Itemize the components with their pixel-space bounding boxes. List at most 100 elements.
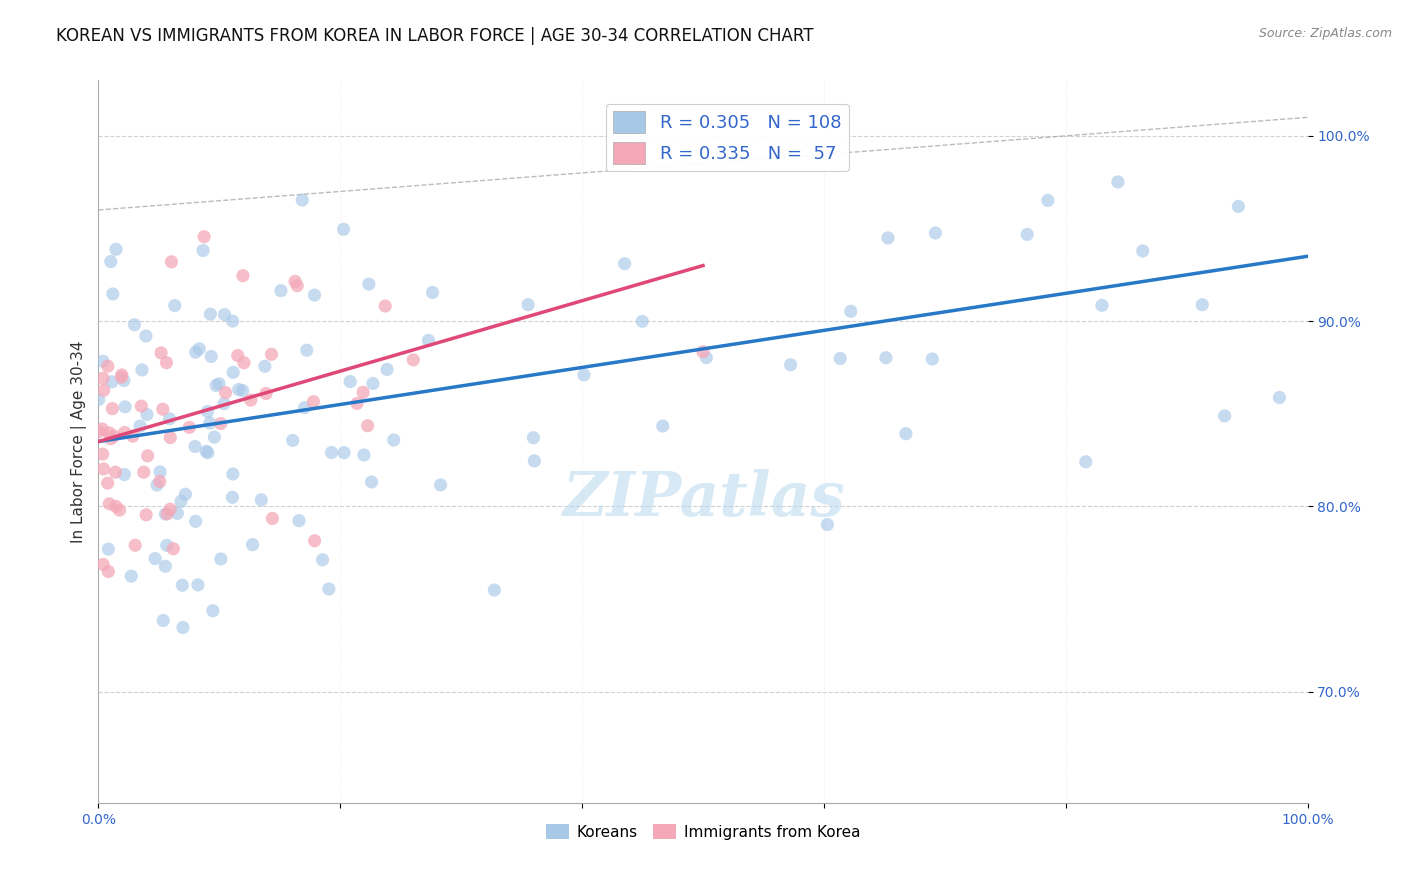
Point [1107,175,1129,189]
Point [179,420,201,434]
Point [332,222,354,236]
Text: Source: ZipAtlas.com: Source: ZipAtlas.com [1258,27,1392,40]
Point [254,386,277,401]
Point [97,542,120,557]
Point [100,432,122,446]
Point [228,383,250,397]
Point [124,538,146,552]
Point [146,478,169,492]
Point [120,569,142,583]
Point [214,385,236,400]
Point [197,445,219,459]
Point [184,514,207,528]
Point [572,368,595,382]
Legend: Koreans, Immigrants from Korea: Koreans, Immigrants from Korea [540,818,866,846]
Point [172,620,194,634]
Point [346,396,368,410]
Point [374,299,396,313]
Point [152,614,174,628]
Point [91,371,114,385]
Point [156,507,179,521]
Point [830,351,852,366]
Point [651,419,673,434]
Point [101,401,124,416]
Point [1268,391,1291,405]
Point [484,582,506,597]
Point [212,397,235,411]
Point [98,497,121,511]
Point [91,422,114,436]
Point [131,363,153,377]
Point [517,298,540,312]
Point [114,400,136,414]
Point [97,565,120,579]
Point [101,287,124,301]
Point [191,244,214,258]
Point [357,277,380,292]
Point [159,411,181,425]
Point [193,229,215,244]
Point [200,350,222,364]
Point [202,430,225,444]
Point [304,533,326,548]
Point [198,416,221,430]
Point [877,231,900,245]
Point [291,193,314,207]
Point [209,552,232,566]
Point [429,478,451,492]
Point [162,541,184,556]
Point [195,444,218,458]
Point [375,362,398,376]
Point [523,454,546,468]
Point [226,349,249,363]
Point [260,347,283,361]
Point [1074,455,1097,469]
Point [1191,298,1213,312]
Point [149,475,172,489]
Point [188,342,211,356]
Point [104,243,127,257]
Point [352,385,374,400]
Point [221,491,243,505]
Point [201,604,224,618]
Point [124,318,146,332]
Point [93,384,115,398]
Point [284,274,307,288]
Point [295,343,318,358]
Point [129,419,152,434]
Point [1036,194,1059,208]
Point [91,354,114,368]
Point [815,517,838,532]
Point [197,404,219,418]
Point [187,578,209,592]
Point [101,375,124,389]
Point [214,308,236,322]
Point [159,502,181,516]
Point [150,346,173,360]
Point [87,392,110,407]
Point [170,494,193,508]
Text: ZIPatlas: ZIPatlas [561,469,845,529]
Point [304,288,326,302]
Point [205,378,228,392]
Point [302,394,325,409]
Point [1227,199,1250,213]
Point [98,425,121,440]
Point [239,393,262,408]
Point [155,356,177,370]
Point [108,503,131,517]
Point [135,329,157,343]
Point [921,351,943,366]
Point [100,254,122,268]
Point [112,467,135,482]
Point [631,314,654,328]
Point [222,467,245,481]
Text: KOREAN VS IMMIGRANTS FROM KOREA IN LABOR FORCE | AGE 30-34 CORRELATION CHART: KOREAN VS IMMIGRANTS FROM KOREA IN LABOR… [56,27,814,45]
Point [91,558,114,572]
Point [422,285,444,300]
Point [103,429,125,443]
Point [121,429,143,443]
Point [382,433,405,447]
Point [233,356,256,370]
Point [111,368,134,382]
